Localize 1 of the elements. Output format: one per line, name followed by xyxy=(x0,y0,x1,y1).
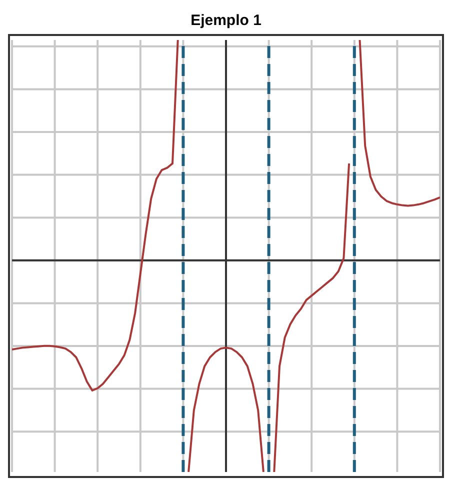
chart-title: Ejemplo 1 xyxy=(190,11,262,31)
